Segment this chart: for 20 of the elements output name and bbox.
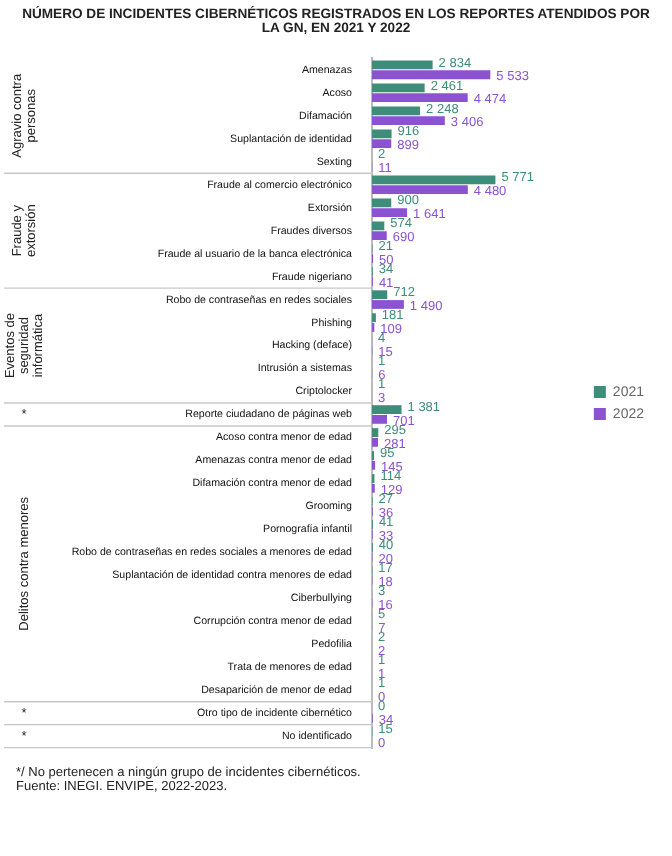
bar [372, 175, 496, 185]
bar [372, 221, 385, 231]
bar [372, 198, 392, 208]
bar [372, 139, 392, 149]
bar [372, 405, 402, 414]
bar [372, 290, 388, 300]
bar [372, 231, 387, 240]
bar [372, 300, 404, 309]
bar [372, 185, 468, 195]
bar [372, 106, 421, 116]
bar [372, 93, 468, 103]
bar [372, 437, 379, 447]
bar [372, 414, 387, 424]
bar [372, 129, 392, 139]
bar [372, 208, 408, 217]
bar [372, 116, 445, 126]
bar [372, 60, 433, 70]
bar [372, 428, 379, 437]
bar [372, 83, 425, 93]
bar [372, 70, 491, 80]
